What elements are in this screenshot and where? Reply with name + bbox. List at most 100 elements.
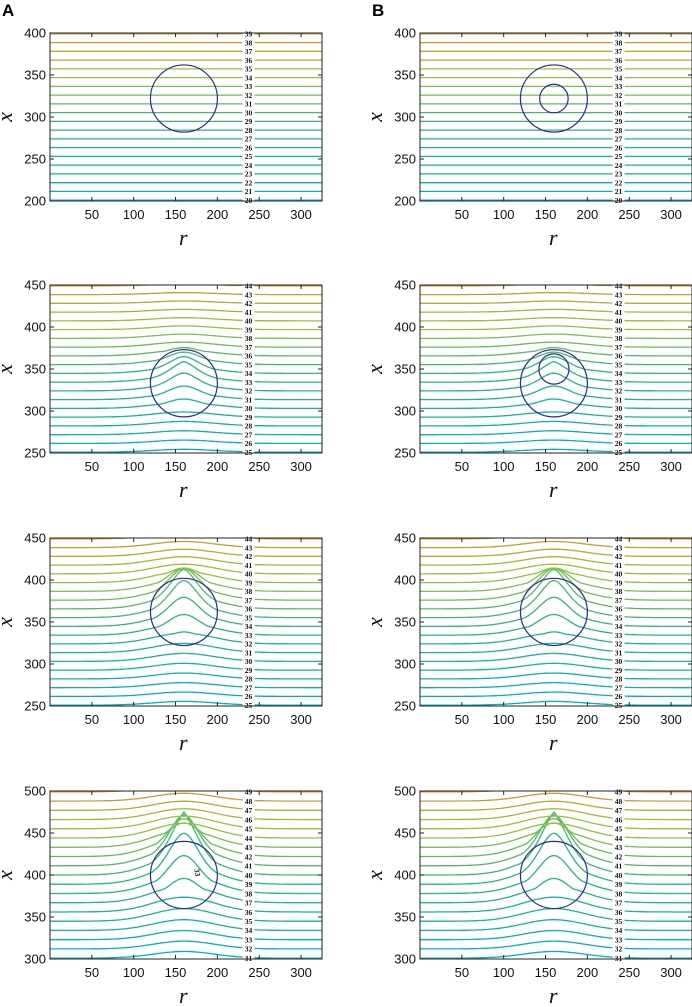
- contour-label: 42: [615, 852, 623, 861]
- contour-line-32: [420, 940, 692, 950]
- contour-label: 35: [615, 65, 623, 74]
- x-tick-label: 300: [660, 712, 682, 727]
- x-tick-label: 300: [290, 712, 312, 727]
- contour-label: 29: [245, 666, 253, 675]
- contour-label: 26: [245, 439, 253, 448]
- x-tick-label: 200: [577, 459, 599, 474]
- x-axis-label: r: [179, 730, 188, 755]
- axes-frame: [49, 537, 323, 707]
- contour-label: 41: [245, 862, 253, 871]
- contour-line-25: [50, 700, 322, 706]
- x-axis-label: r: [549, 730, 558, 755]
- x-tick-label: 100: [123, 459, 145, 474]
- contour-line-37: [420, 341, 692, 348]
- y-tick-label: 350: [394, 68, 416, 83]
- contour-label: 26: [615, 143, 623, 152]
- contour-line-26: [420, 439, 692, 445]
- y-tick-label: 300: [24, 404, 46, 419]
- contour-label: 32: [615, 91, 623, 100]
- y-tick-label: 400: [24, 868, 46, 883]
- x-axis-label: r: [179, 477, 188, 502]
- inner-bubble-outline: [539, 83, 569, 114]
- contour-label: 36: [245, 352, 253, 361]
- contour-line-34: [50, 356, 322, 375]
- panel-letter-b: B: [372, 1, 384, 20]
- contour-label: 27: [615, 135, 623, 144]
- contour-label: 21: [245, 187, 253, 196]
- contour-label: 38: [245, 889, 253, 898]
- y-tick-label: 300: [394, 952, 416, 967]
- contour-line-29: [50, 411, 322, 418]
- contour-label: 32: [245, 945, 253, 954]
- contour-line-34: [420, 356, 692, 375]
- x-axis-label: r: [179, 983, 188, 1007]
- contour-label: 34: [245, 926, 253, 935]
- contour-line-28: [50, 672, 322, 680]
- contour-line-41: [50, 814, 322, 867]
- contour-line-30: [420, 652, 692, 663]
- contour-label: 33: [245, 935, 253, 944]
- contour-label: 38: [615, 334, 623, 343]
- contour-label: 29: [615, 117, 623, 126]
- contour-line-32: [50, 372, 322, 392]
- contour-label: 36: [615, 352, 623, 361]
- contour-lines: [50, 538, 322, 706]
- contour-label: 31: [245, 395, 253, 404]
- x-tick-label: 300: [290, 207, 312, 222]
- y-tick-label: 250: [24, 699, 46, 714]
- x-tick-label: 100: [493, 712, 515, 727]
- contour-line-31: [420, 950, 692, 959]
- contour-line-38: [420, 854, 692, 895]
- contour-line-39: [50, 325, 322, 331]
- contour-line-44: [50, 538, 322, 540]
- contour-panel-6: 4443424140393837363534333231302928272625…: [362, 531, 692, 755]
- contour-label: 31: [615, 100, 623, 109]
- contour-label: 30: [615, 404, 623, 413]
- x-tick-label: 150: [165, 207, 187, 222]
- contour-line-30: [50, 398, 322, 410]
- contour-panel-2: 3938373635343332313029282726252423222120…: [362, 26, 692, 250]
- contour-line-44: [420, 822, 692, 839]
- contour-line-42: [420, 548, 692, 557]
- y-tick-label: 450: [24, 531, 46, 546]
- contour-line-34: [50, 919, 322, 932]
- y-tick-label: 300: [394, 110, 416, 125]
- contour-label: 26: [615, 439, 623, 448]
- contour-panel-3: 4443424140393837363534333231302928272625…: [0, 278, 323, 502]
- contour-label: 40: [615, 871, 623, 880]
- contour-lines: [50, 791, 322, 959]
- contour-line-40: [420, 317, 692, 322]
- panel-letter-a: A: [2, 1, 14, 20]
- contour-label: 20: [615, 196, 623, 205]
- x-tick-label: 150: [165, 459, 187, 474]
- contour-label: 28: [615, 422, 623, 431]
- contour-label: 30: [245, 108, 253, 117]
- contour-label: 31: [245, 954, 253, 963]
- contour-line-34: [420, 919, 692, 932]
- contour-label: 39: [615, 30, 623, 39]
- contour-label: 39: [615, 578, 623, 587]
- contour-label: 38: [245, 587, 253, 596]
- contour-label: 28: [245, 675, 253, 684]
- contour-label: 32: [615, 640, 623, 649]
- contour-line-44: [420, 285, 692, 287]
- contour-line-37: [50, 877, 322, 904]
- contour-line-47: [420, 800, 692, 811]
- contour-label: 46: [615, 815, 623, 824]
- contour-label: 37: [245, 47, 253, 56]
- contour-label: 44: [245, 535, 253, 544]
- contour-line-32: [50, 631, 322, 645]
- y-tick-label: 350: [24, 910, 46, 925]
- y-tick-label: 500: [24, 784, 46, 799]
- contour-label: 32: [615, 945, 623, 954]
- inner-bubble-outline: [538, 353, 570, 385]
- bubble-outline: [149, 577, 218, 647]
- contour-label: 38: [615, 587, 623, 596]
- y-tick-label: 250: [394, 446, 416, 461]
- contour-label: 49: [615, 788, 623, 797]
- contour-line-27: [420, 430, 692, 436]
- contour-label: 46: [245, 815, 253, 824]
- contour-line-34: [420, 596, 692, 628]
- contour-line-25: [420, 700, 692, 706]
